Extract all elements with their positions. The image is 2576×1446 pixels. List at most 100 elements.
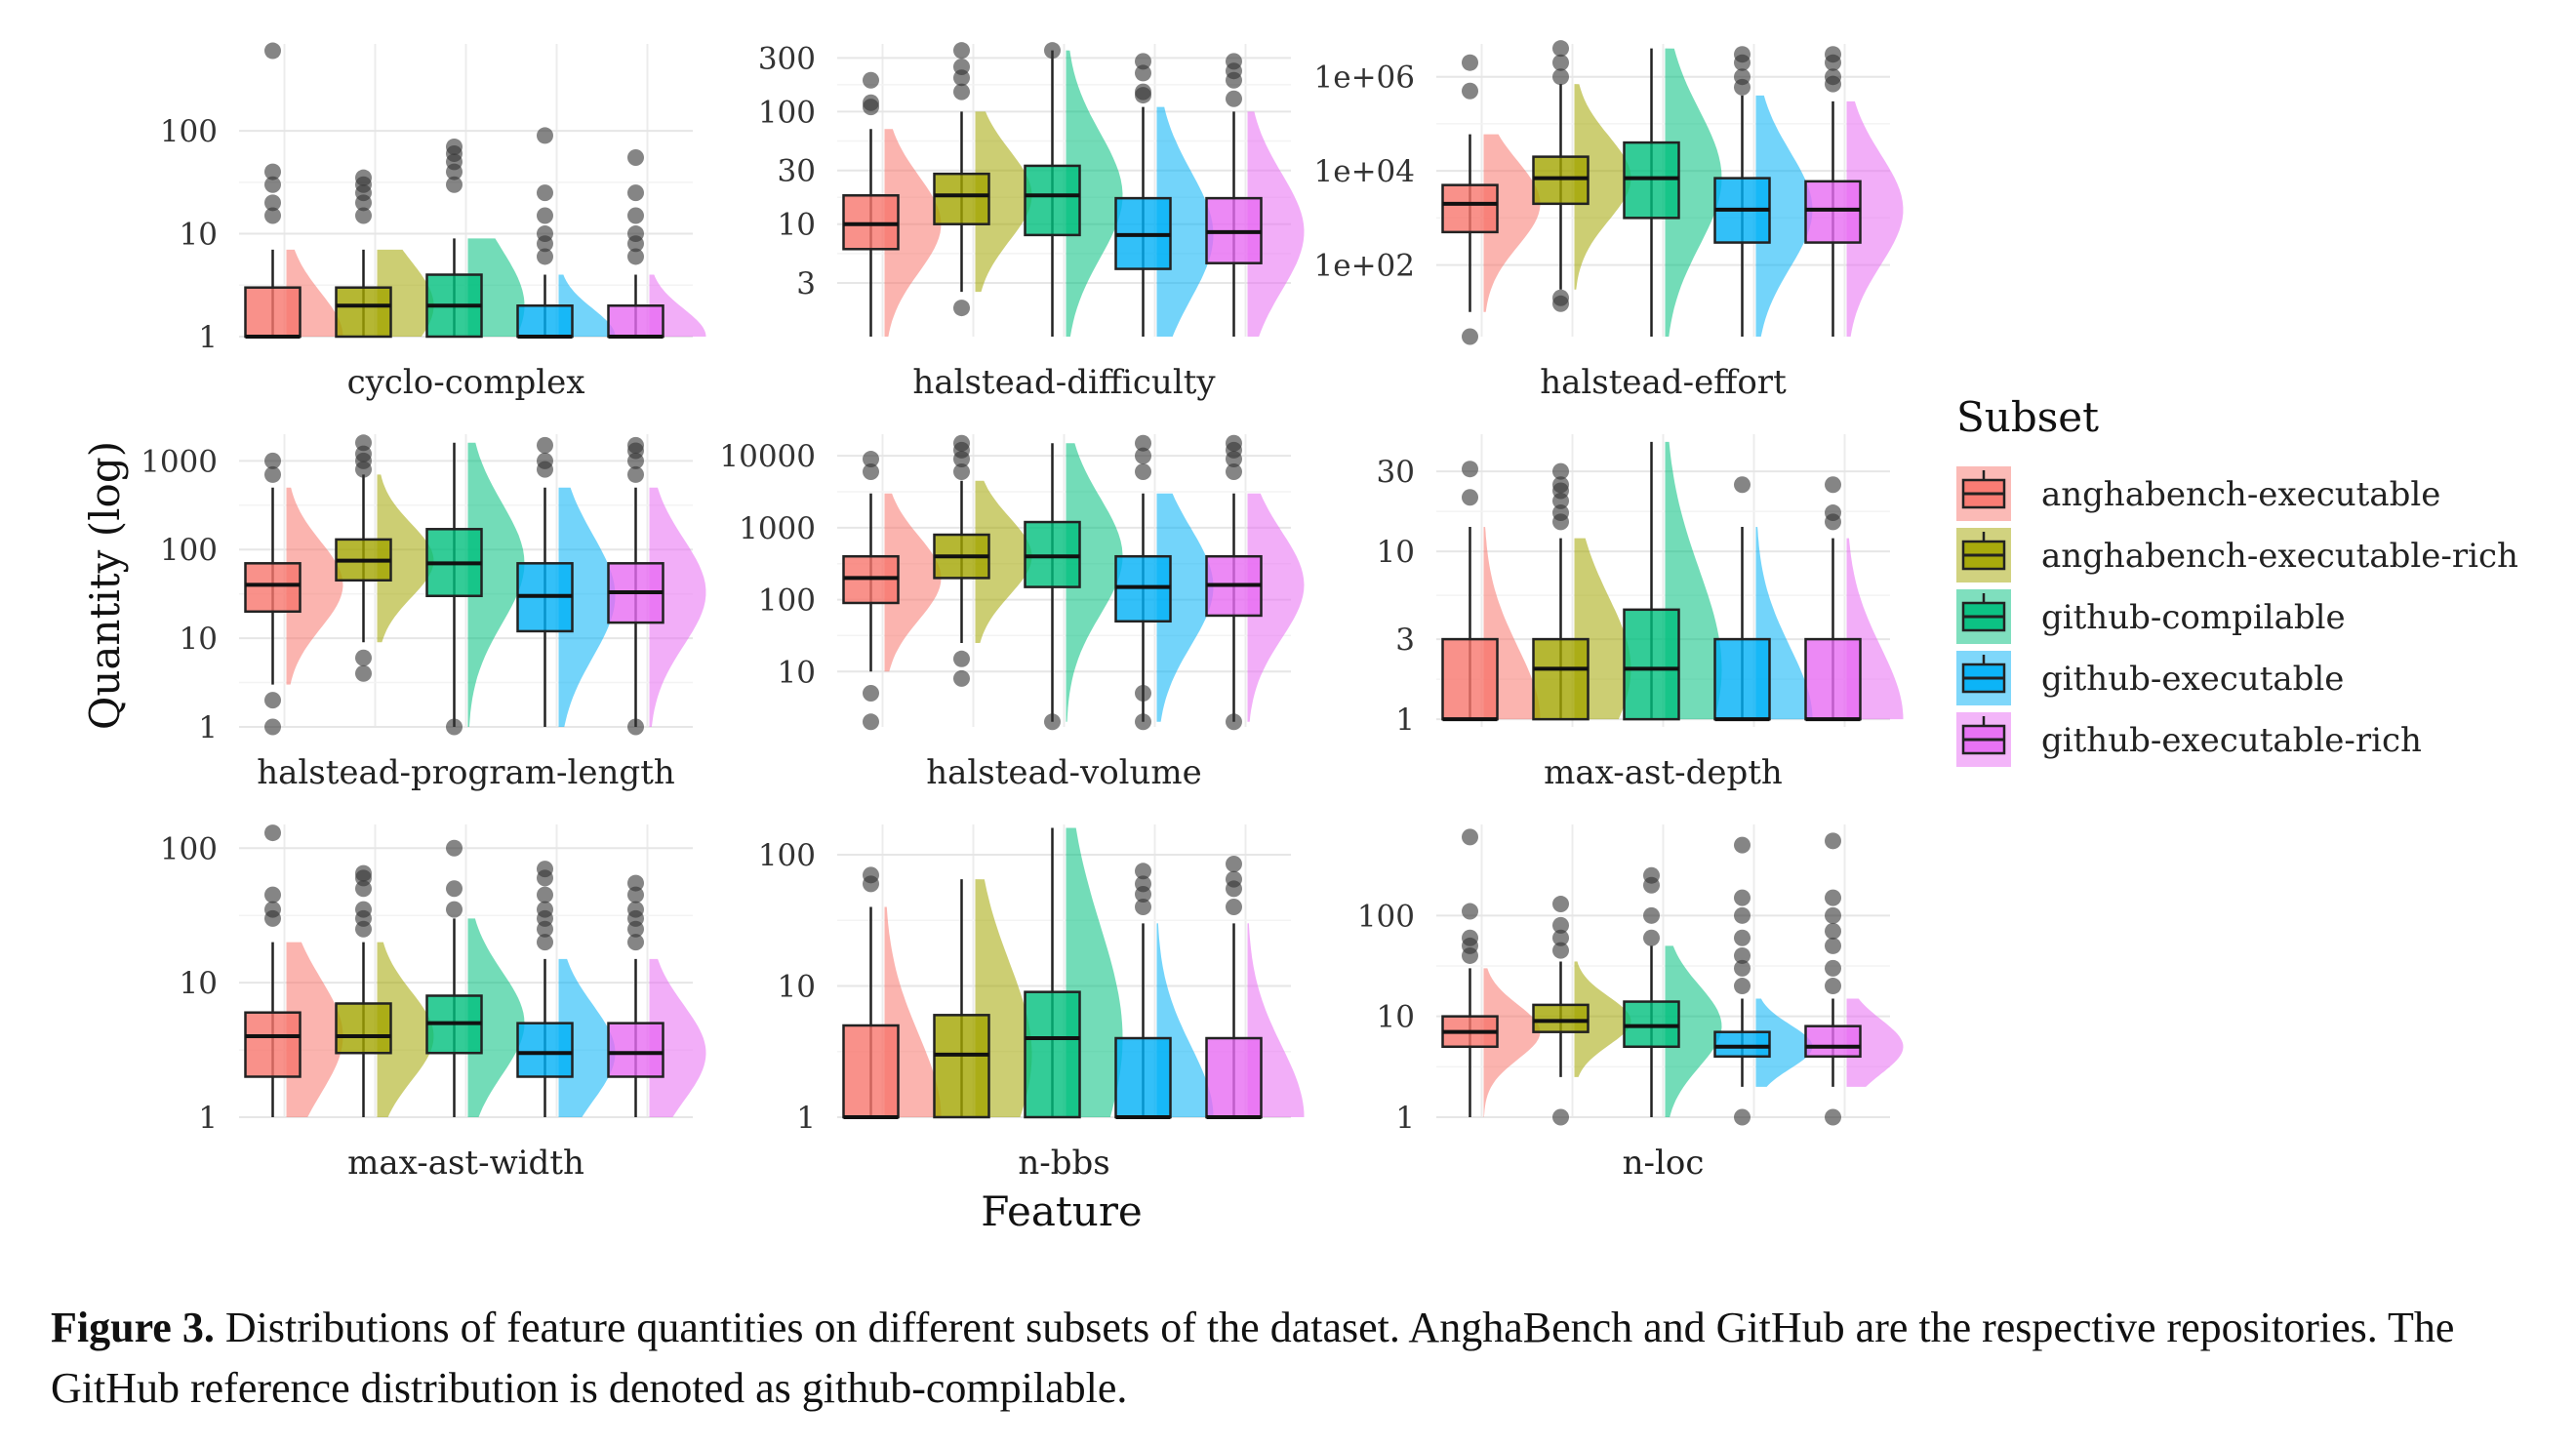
violin-github-executable-rich xyxy=(1247,493,1305,722)
violin-github-executable xyxy=(1156,106,1214,337)
outlier-point xyxy=(1226,53,1242,70)
outlier-point xyxy=(446,839,463,857)
box-anghabench-executable-rich xyxy=(335,286,392,339)
outlier-point xyxy=(627,934,644,951)
outlier-point xyxy=(1226,434,1242,452)
outlier-point xyxy=(1552,68,1569,86)
outlier-point xyxy=(1825,1108,1841,1126)
legend-item-github-executable-rich: github-executable-rich xyxy=(1956,712,2422,767)
outlier-point xyxy=(1226,855,1242,872)
tick-label: 10 xyxy=(1377,1000,1415,1035)
series-github-compilable xyxy=(425,138,525,339)
tick-label: 100 xyxy=(160,831,218,866)
tick-label: 10 xyxy=(180,218,218,253)
outlier-point xyxy=(355,864,372,882)
series-anghabench-executable-rich xyxy=(1532,40,1631,312)
outlier-point xyxy=(627,718,644,736)
caption-label: Figure 3. xyxy=(51,1304,215,1351)
box-github-executable xyxy=(1713,637,1771,721)
violin-github-compilable xyxy=(1066,443,1123,722)
outlier-point xyxy=(1135,684,1151,702)
box-github-executable xyxy=(1114,1036,1172,1119)
outlier-point xyxy=(627,901,644,918)
series-anghabench-executable xyxy=(1441,461,1541,722)
outlier-point xyxy=(1135,447,1151,464)
outlier-point xyxy=(1734,959,1751,977)
outlier-point xyxy=(1462,54,1478,71)
series-anghabench-executable xyxy=(842,451,942,731)
violin-anghabench-executable-rich xyxy=(377,942,434,1117)
outlier-point xyxy=(1226,713,1242,731)
box-anghabench-executable xyxy=(244,1011,302,1078)
box-github-compilable xyxy=(1623,141,1680,220)
outlier-point xyxy=(537,452,553,469)
outlier-point xyxy=(264,194,281,212)
legend-item-github-executable: github-executable xyxy=(1956,651,2344,705)
tick-label: 1e+02 xyxy=(1314,249,1416,284)
violin-github-executable xyxy=(1755,998,1813,1087)
series-anghabench-executable-rich xyxy=(933,42,1032,317)
panel-halstead-volume: 10 100 1000 10000 halstead-volume xyxy=(719,434,1305,792)
outlier-point xyxy=(1643,929,1660,946)
series-anghabench-executable xyxy=(244,824,343,1117)
series-anghabench-executable xyxy=(1441,828,1541,1117)
outlier-point xyxy=(355,901,372,918)
series-github-compilable xyxy=(1024,42,1123,337)
violin-github-executable-rich xyxy=(649,487,706,727)
panel-title: max-ast-depth xyxy=(1544,753,1783,792)
legend-item-anghabench-executable-rich: anghabench-executable-rich xyxy=(1956,528,2518,582)
violin-github-compilable xyxy=(1066,50,1123,337)
box-github-executable xyxy=(516,304,574,339)
outlier-point xyxy=(1734,476,1751,494)
outlier-point xyxy=(1552,942,1569,959)
violin-github-executable-rich xyxy=(1846,100,1904,338)
outlier-point xyxy=(1825,46,1841,63)
tick-label: 100 xyxy=(758,95,816,130)
outlier-point xyxy=(264,718,281,736)
series-github-executable xyxy=(1713,46,1813,337)
panel-title: n-loc xyxy=(1623,1144,1705,1183)
series-anghabench-executable xyxy=(244,42,343,339)
series-anghabench-executable-rich xyxy=(933,879,1032,1119)
outlier-point xyxy=(537,248,553,265)
panel-title: n-bbs xyxy=(1018,1144,1109,1183)
series-github-executable-rich xyxy=(1205,434,1305,731)
panel-max-ast-width: 1 10 100 max-ast-width xyxy=(160,824,706,1183)
outlier-point xyxy=(953,59,970,76)
outlier-point xyxy=(1734,68,1751,86)
outlier-point xyxy=(627,465,644,483)
outlier-point xyxy=(1044,42,1061,60)
tick-label: 1 xyxy=(1395,1101,1415,1136)
violin-github-executable xyxy=(1755,95,1813,337)
outlier-point xyxy=(537,207,553,224)
outlier-point xyxy=(1734,929,1751,946)
box-github-executable-rich xyxy=(1205,1036,1263,1119)
tick-label: 1 xyxy=(198,1101,218,1136)
outlier-point xyxy=(1552,40,1569,58)
box-anghabench-executable xyxy=(244,286,302,339)
box-anghabench-executable xyxy=(842,1024,900,1119)
outlier-point xyxy=(1462,82,1478,100)
box-github-compilable xyxy=(1024,990,1081,1119)
violin-anghabench-executable xyxy=(1483,968,1541,1117)
tick-label: 1e+06 xyxy=(1314,60,1416,96)
outlier-point xyxy=(1135,83,1151,100)
outlier-point xyxy=(537,901,553,918)
panel-halstead-effort: 1e+02 1e+04 1e+06 halstead-effort xyxy=(1314,40,1904,402)
outlier-point xyxy=(1226,90,1242,107)
violin-github-executable-rich xyxy=(1846,998,1904,1087)
outlier-point xyxy=(1825,906,1841,924)
outlier-point xyxy=(264,692,281,709)
outlier-point xyxy=(1643,906,1660,924)
outlier-point xyxy=(1734,46,1751,63)
panel-n-bbs: 1 10 100 n-bbs xyxy=(758,824,1305,1183)
outlier-point xyxy=(537,436,553,454)
panel-title: halstead-program-length xyxy=(257,753,675,792)
outlier-point xyxy=(1734,836,1751,854)
box-github-executable xyxy=(1713,1030,1771,1059)
outlier-point xyxy=(355,649,372,666)
violin-anghabench-executable xyxy=(884,129,942,337)
outlier-point xyxy=(1734,1108,1751,1126)
legend-label: github-executable xyxy=(2041,660,2344,699)
panel-cyclo-complex: 1 10 100 cyclo-complex xyxy=(160,42,706,402)
